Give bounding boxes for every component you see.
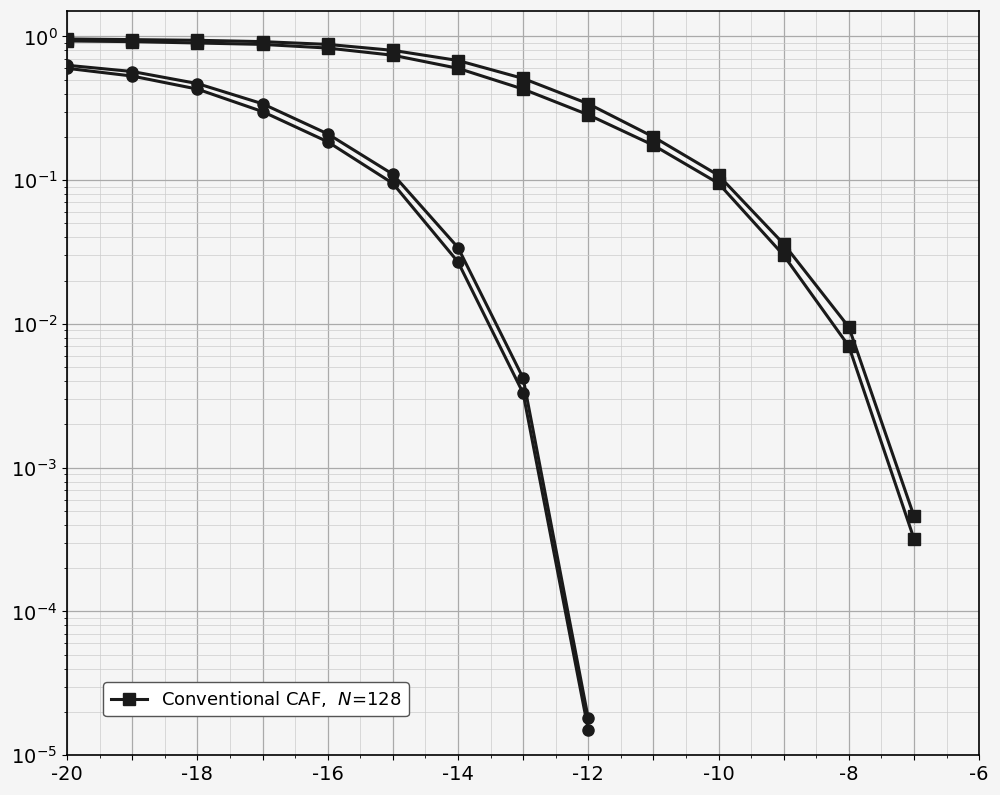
Conventional CAF,  $\mathit{N}$=128	[191, 38, 203, 48]
Conventional CAF,  $\mathit{N}$=128	[61, 37, 73, 46]
Conventional CAF,  $\mathit{N}$=128	[713, 179, 725, 188]
Conventional CAF,  $\mathit{N}$=128	[647, 141, 659, 150]
Conventional CAF,  $\mathit{N}$=128	[843, 341, 855, 351]
Line: Conventional CAF,  $\mathit{N}$=128: Conventional CAF, $\mathit{N}$=128	[62, 36, 920, 545]
Conventional CAF,  $\mathit{N}$=128	[582, 110, 594, 119]
Conventional CAF,  $\mathit{N}$=128	[322, 43, 334, 52]
Conventional CAF,  $\mathit{N}$=128	[257, 40, 269, 49]
Conventional CAF,  $\mathit{N}$=128	[452, 64, 464, 73]
Conventional CAF,  $\mathit{N}$=128	[908, 534, 920, 544]
Conventional CAF,  $\mathit{N}$=128	[517, 84, 529, 94]
Conventional CAF,  $\mathit{N}$=128	[126, 37, 138, 46]
Legend: Conventional CAF,  $\mathit{N}$=128: Conventional CAF, $\mathit{N}$=128	[103, 682, 409, 716]
Conventional CAF,  $\mathit{N}$=128	[778, 250, 790, 260]
Conventional CAF,  $\mathit{N}$=128	[387, 50, 399, 60]
